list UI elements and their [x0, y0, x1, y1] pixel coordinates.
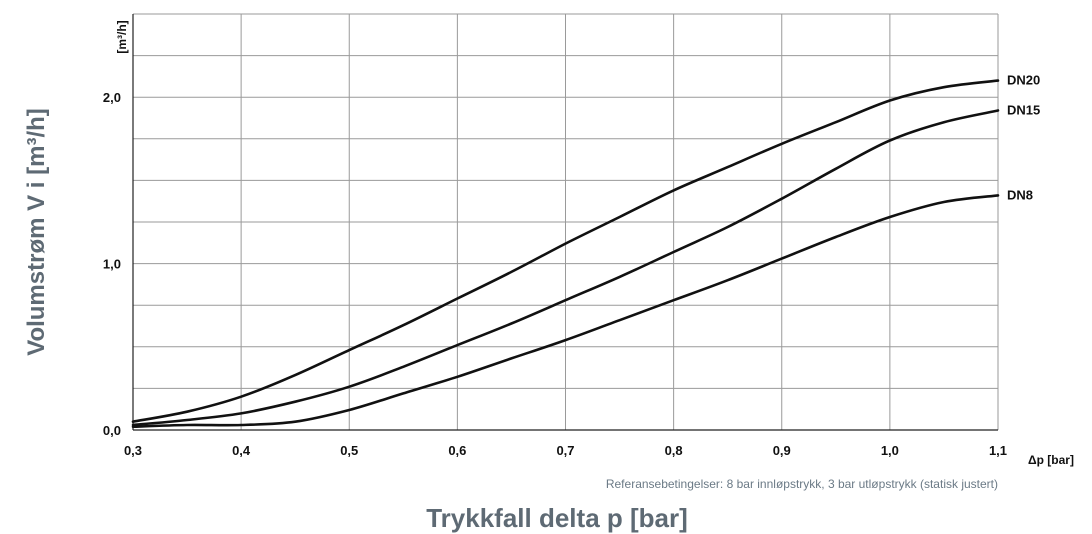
grid: [133, 13, 999, 430]
y-unit-label: [m³/h]: [115, 20, 129, 53]
x-tick-labels: 0,3 0,4 0,5 0,6 0,7 0,8 0,9 1,0 1,1: [124, 443, 1007, 458]
series-label-dn20: DN20: [1007, 73, 1040, 88]
x-tick-label: 0,4: [232, 443, 251, 458]
series-line-dn20: [131, 79, 1000, 423]
reference-note: Referansebetingelser: 8 bar innløpstrykk…: [606, 477, 998, 491]
axes: [132, 14, 998, 431]
x-tick-label: 0,3: [124, 443, 142, 458]
x-tick-label: 0,8: [665, 443, 683, 458]
series-label-dn8: DN8: [1007, 187, 1033, 202]
y-tick-labels: 0,0 1,0 2,0: [103, 90, 121, 438]
y-tick-label: 1,0: [103, 257, 121, 272]
y-tick-label: 2,0: [103, 90, 121, 105]
x-tick-label: 0,9: [773, 443, 791, 458]
series-lines: [131, 79, 1000, 428]
series-line-dn8: [131, 194, 1000, 428]
x-tick-label: 0,5: [340, 443, 358, 458]
x-unit-label: Δp [bar]: [1028, 453, 1074, 467]
series-label-dn15: DN15: [1007, 103, 1040, 118]
x-tick-label: 1,0: [881, 443, 899, 458]
series-line-dn15: [131, 109, 1000, 427]
x-tick-label: 0,6: [448, 443, 466, 458]
x-tick-label: 1,1: [989, 443, 1007, 458]
series-labels: DN20 DN15 DN8: [1007, 73, 1040, 203]
x-axis-title: Trykkfall delta p [bar]: [426, 503, 688, 533]
y-tick-label: 0,0: [103, 423, 121, 438]
y-axis-title: Volumstrøm V i [m³/h]: [23, 108, 50, 356]
x-tick-label: 0,7: [556, 443, 574, 458]
